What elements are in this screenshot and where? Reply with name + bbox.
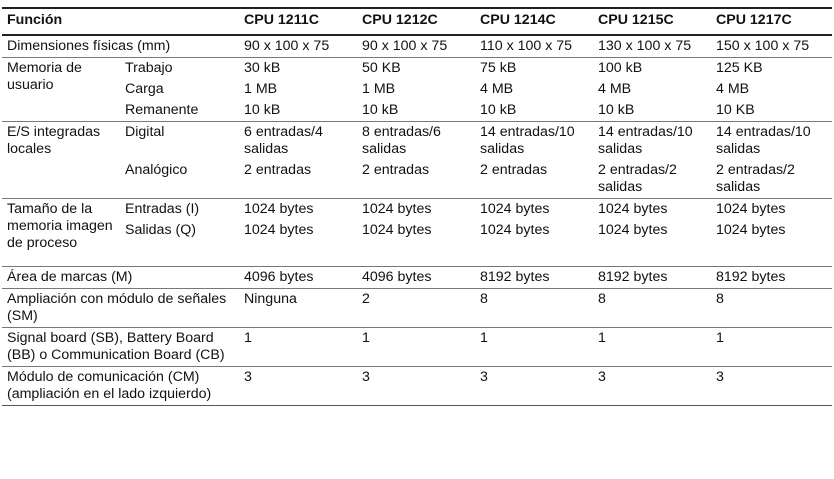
row-label: Ampliación con módulo de señales (SM) bbox=[2, 288, 240, 328]
table-cell: 1024 bytes bbox=[244, 201, 314, 217]
header-cell: CPU 1217C bbox=[711, 7, 833, 36]
table-cell: 8 bbox=[711, 288, 833, 328]
row-label: Dimensiones físicas (mm) bbox=[2, 35, 240, 58]
table-cell: 1 bbox=[239, 327, 358, 367]
table-cell: 1024 bytes bbox=[716, 201, 786, 217]
table-cell: 3 bbox=[593, 366, 712, 406]
table-row: Remanente 10 kB 10 kB 10 kB 10 kB 10 KB bbox=[2, 100, 833, 122]
table-cell: 100 kB bbox=[598, 60, 643, 76]
table-cell: 14 entradas/10 salidas bbox=[598, 124, 693, 157]
table-cell: 10 KB bbox=[711, 100, 833, 122]
table-row: Signal board (SB), Battery Board (BB) o … bbox=[2, 327, 833, 367]
table-cell: 1024 bytes bbox=[480, 201, 550, 217]
table-row: Analógico 2 entradas 2 entradas 2 entrad… bbox=[2, 160, 833, 199]
row-label: Módulo de comunicación (CM) (ampliación … bbox=[2, 366, 240, 406]
table-cell: 2 entradas/2 salidas bbox=[593, 160, 712, 199]
table-cell: 3 bbox=[357, 366, 476, 406]
table-cell: 8 bbox=[593, 288, 712, 328]
row-label: Signal board (SB), Battery Board (BB) o … bbox=[2, 327, 240, 367]
table-cell: 1024 bytes bbox=[598, 201, 668, 217]
table-cell: 3 bbox=[475, 366, 594, 406]
table-cell: 8 entradas/6 salidas bbox=[362, 124, 441, 157]
table-cell: 1024 bytes bbox=[711, 220, 833, 267]
table-cell: 2 entradas/2 salidas bbox=[711, 160, 833, 199]
group-label: Memoria de usuario bbox=[2, 57, 120, 122]
table-row: Ampliación con módulo de señales (SM) Ni… bbox=[2, 288, 833, 328]
table-cell: 2 entradas bbox=[475, 160, 594, 199]
sub-label: Digital bbox=[125, 124, 165, 140]
table-cell: 10 kB bbox=[357, 100, 476, 122]
table-cell: 2 entradas bbox=[239, 160, 358, 199]
table-cell: 130 x 100 x 75 bbox=[593, 35, 712, 58]
table-cell: 3 bbox=[711, 366, 833, 406]
table-cell: 30 kB bbox=[244, 60, 281, 76]
group-label: E/S integradas locales bbox=[2, 121, 120, 199]
header-cell: CPU 1214C bbox=[475, 7, 594, 36]
table-row: Salidas (Q) 1024 bytes 1024 bytes 1024 b… bbox=[2, 220, 833, 267]
table-cell: 1 bbox=[593, 327, 712, 367]
table-cell: 1024 bytes bbox=[239, 220, 358, 267]
table-cell: 1024 bytes bbox=[362, 201, 432, 217]
header-cell: CPU 1212C bbox=[357, 7, 476, 36]
table-cell: 14 entradas/10 salidas bbox=[480, 124, 575, 157]
table-cell: 1024 bytes bbox=[593, 220, 712, 267]
table-cell: 8192 bytes bbox=[475, 266, 594, 289]
table-cell: 10 kB bbox=[475, 100, 594, 122]
table-cell: 4096 bytes bbox=[357, 266, 476, 289]
table-cell: 1 bbox=[711, 327, 833, 367]
sub-label: Remanente bbox=[120, 100, 240, 122]
table-cell: 8192 bytes bbox=[711, 266, 833, 289]
table-cell: 50 KB bbox=[362, 60, 401, 76]
table-cell: 4 MB bbox=[598, 81, 632, 97]
table-cell: 14 entradas/10 salidas bbox=[716, 124, 811, 157]
table-cell: 3 bbox=[239, 366, 358, 406]
table-cell: 1 bbox=[475, 327, 594, 367]
table-cell: 90 x 100 x 75 bbox=[239, 35, 358, 58]
header-cell: CPU 1211C bbox=[239, 7, 358, 36]
table-cell: 2 entradas bbox=[357, 160, 476, 199]
table-cell: 75 kB bbox=[480, 60, 517, 76]
table-cell: 4096 bytes bbox=[239, 266, 358, 289]
header-row: Función CPU 1211C CPU 1212C CPU 1214C CP… bbox=[2, 7, 833, 36]
table-row: E/S integradas locales Digital 6 entrada… bbox=[2, 121, 832, 199]
table-cell: 10 kB bbox=[239, 100, 358, 122]
table-cell: 8 bbox=[475, 288, 594, 328]
group-label: Tamaño de la memoria imagen de proceso bbox=[2, 198, 120, 267]
sub-label: Entradas (I) bbox=[125, 201, 200, 217]
sub-label: Carga bbox=[125, 81, 164, 97]
table-cell: 125 KB bbox=[716, 60, 763, 76]
sub-label: Analógico bbox=[120, 160, 240, 199]
table-cell: 1 bbox=[357, 327, 476, 367]
table-cell: 1024 bytes bbox=[475, 220, 594, 267]
cpu-spec-table: Función CPU 1211C CPU 1212C CPU 1214C CP… bbox=[2, 7, 833, 406]
table-cell: 150 x 100 x 75 bbox=[711, 35, 833, 58]
table-row: Tamaño de la memoria imagen de proceso E… bbox=[2, 198, 832, 267]
table-cell: 6 entradas/4 salidas bbox=[244, 124, 323, 157]
table-cell: 4 MB bbox=[480, 81, 514, 97]
table-cell: 1 MB bbox=[244, 81, 278, 97]
header-cell: Función bbox=[2, 7, 240, 36]
header-cell: CPU 1215C bbox=[593, 7, 712, 36]
table-row: Módulo de comunicación (CM) (ampliación … bbox=[2, 366, 833, 406]
table-cell: 4 MB bbox=[716, 81, 750, 97]
table-cell: 110 x 100 x 75 bbox=[475, 35, 594, 58]
table-cell: 8192 bytes bbox=[593, 266, 712, 289]
table-row: Carga 1 MB 1 MB 4 MB 4 MB 4 MB bbox=[2, 79, 832, 100]
row-label: Área de marcas (M) bbox=[2, 266, 240, 289]
table-cell: Ninguna bbox=[239, 288, 358, 328]
table-cell: 10 kB bbox=[593, 100, 712, 122]
table-cell: 2 bbox=[357, 288, 476, 328]
table-row: Área de marcas (M) 4096 bytes 4096 bytes… bbox=[2, 266, 833, 289]
sub-label: Salidas (Q) bbox=[120, 220, 240, 267]
table-cell: 1 MB bbox=[362, 81, 396, 97]
table-row: Memoria de usuario Trabajo 30 kB 50 KB 7… bbox=[2, 57, 832, 122]
table-row: Dimensiones físicas (mm) 90 x 100 x 75 9… bbox=[2, 35, 833, 58]
sub-label: Trabajo bbox=[125, 60, 173, 76]
table-cell: 90 x 100 x 75 bbox=[357, 35, 476, 58]
table-cell: 1024 bytes bbox=[357, 220, 476, 267]
